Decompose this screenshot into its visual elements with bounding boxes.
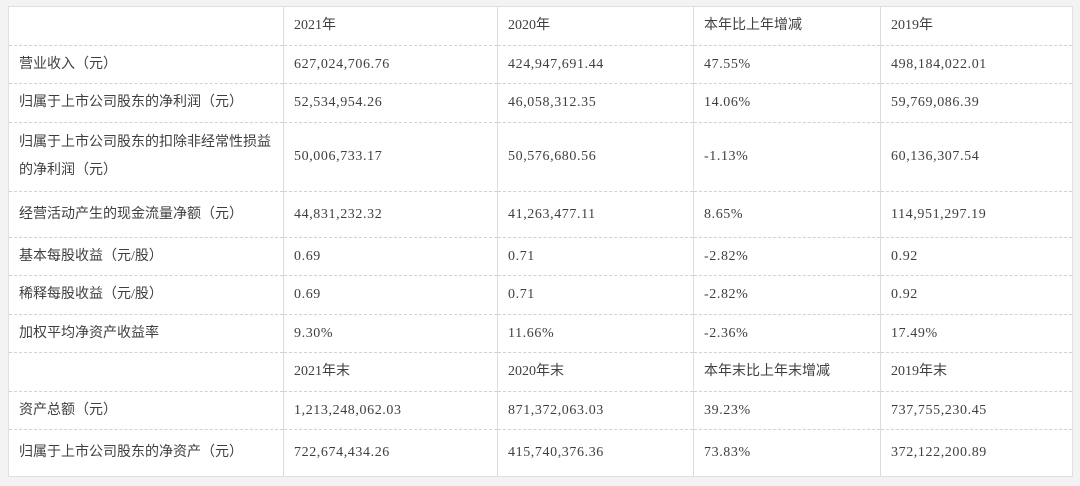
value-2021: 0.69 — [283, 275, 498, 315]
table-row-operating-revenue: 营业收入（元） 627,024,706.76 424,947,691.44 47… — [8, 45, 1073, 84]
table-row-diluted-eps: 稀释每股收益（元/股） 0.69 0.71 -2.82% 0.92 — [8, 275, 1073, 315]
row-label: 稀释每股收益（元/股） — [8, 275, 284, 315]
table-row-weighted-avg-roe: 加权平均净资产收益率 9.30% 11.66% -2.36% 17.49% — [8, 314, 1073, 353]
header-cell-yoy-change: 本年比上年增减 — [693, 6, 881, 46]
value-2019: 60,136,307.54 — [880, 122, 1073, 192]
table-row-net-assets: 归属于上市公司股东的净资产（元） 722,674,434.26 415,740,… — [8, 429, 1073, 477]
value-2019: 17.49% — [880, 314, 1073, 353]
row-label: 加权平均净资产收益率 — [8, 314, 284, 353]
row-label: 基本每股收益（元/股） — [8, 237, 284, 276]
value-2021: 44,831,232.32 — [283, 191, 498, 238]
value-change: 47.55% — [693, 45, 881, 84]
row-label: 资产总额（元） — [8, 391, 284, 430]
header-cell-blank — [8, 6, 284, 46]
header-cell-2020: 2020年 — [497, 6, 694, 46]
value-2019: 59,769,086.39 — [880, 83, 1073, 123]
value-2020: 41,263,477.11 — [497, 191, 694, 238]
row-label: 归属于上市公司股东的扣除非经常性损益的净利润（元） — [8, 122, 284, 192]
value-change: -1.13% — [693, 122, 881, 192]
value-change: -2.82% — [693, 275, 881, 315]
header-cell-2019: 2019年 — [880, 6, 1073, 46]
value-2021-end: 722,674,434.26 — [283, 429, 498, 477]
header-cell-2021-end: 2021年末 — [283, 352, 498, 392]
table-row-total-assets: 资产总额（元） 1,213,248,062.03 871,372,063.03 … — [8, 391, 1073, 430]
financial-summary-table: 2021年 2020年 本年比上年增减 2019年 营业收入（元） 627,02… — [8, 6, 1073, 477]
value-2019-end: 372,122,200.89 — [891, 445, 987, 460]
value-2021: 52,534,954.26 — [283, 83, 498, 123]
header-cell-year-end-change: 本年末比上年末增减 — [693, 352, 881, 392]
table-row-operating-cash-flow: 经营活动产生的现金流量净额（元） 44,831,232.32 41,263,47… — [8, 191, 1073, 238]
table-row-net-profit-excl-nonrecurring: 归属于上市公司股东的扣除非经常性损益的净利润（元） 50,006,733.17 … — [8, 122, 1073, 192]
row-label: 归属于上市公司股东的净资产（元） — [8, 429, 284, 477]
value-2019-end: 737,755,230.45 — [880, 391, 1073, 430]
financial-summary-table-container: 2021年 2020年 本年比上年增减 2019年 营业收入（元） 627,02… — [8, 6, 1073, 477]
value-2020: 0.71 — [497, 275, 694, 315]
value-2020-end: 415,740,376.36 — [497, 429, 694, 477]
value-change: -2.36% — [693, 314, 881, 353]
table-row-basic-eps: 基本每股收益（元/股） 0.69 0.71 -2.82% 0.92 — [8, 237, 1073, 276]
value-2019: 114,951,297.19 — [880, 191, 1073, 238]
value-change: 14.06% — [693, 83, 881, 123]
value-change: -2.82% — [693, 237, 881, 276]
value-2020: 50,576,680.56 — [497, 122, 694, 192]
header-row-annual: 2021年 2020年 本年比上年增减 2019年 — [8, 6, 1073, 46]
value-change: 8.65% — [693, 191, 881, 238]
value-2019: 0.92 — [880, 237, 1073, 276]
value-change: 73.83% — [693, 429, 881, 477]
value-2020: 11.66% — [497, 314, 694, 353]
header-cell-blank — [8, 352, 284, 392]
header-cell-2019-end: 2019年末 — [880, 352, 1073, 392]
row-label: 营业收入（元） — [8, 45, 284, 84]
value-2020: 46,058,312.35 — [497, 83, 694, 123]
value-2019: 0.92 — [880, 275, 1073, 315]
value-change: 39.23% — [693, 391, 881, 430]
header-cell-2021: 2021年 — [283, 6, 498, 46]
header-cell-2020-end: 2020年末 — [497, 352, 694, 392]
value-2021: 50,006,733.17 — [283, 122, 498, 192]
value-2021: 627,024,706.76 — [283, 45, 498, 84]
value-2019: 498,184,022.01 — [880, 45, 1073, 84]
header-row-year-end: 2021年末 2020年末 本年末比上年末增减 2019年末 — [8, 352, 1073, 392]
table-row-net-profit: 归属于上市公司股东的净利润（元） 52,534,954.26 46,058,31… — [8, 83, 1073, 123]
value-2021: 9.30% — [283, 314, 498, 353]
row-label: 经营活动产生的现金流量净额（元） — [8, 191, 284, 238]
row-label: 归属于上市公司股东的净利润（元） — [8, 83, 284, 123]
value-2020: 424,947,691.44 — [497, 45, 694, 84]
value-2021: 0.69 — [283, 237, 498, 276]
value-2021-end: 1,213,248,062.03 — [283, 391, 498, 430]
value-2020-end: 871,372,063.03 — [497, 391, 694, 430]
value-2020: 0.71 — [497, 237, 694, 276]
